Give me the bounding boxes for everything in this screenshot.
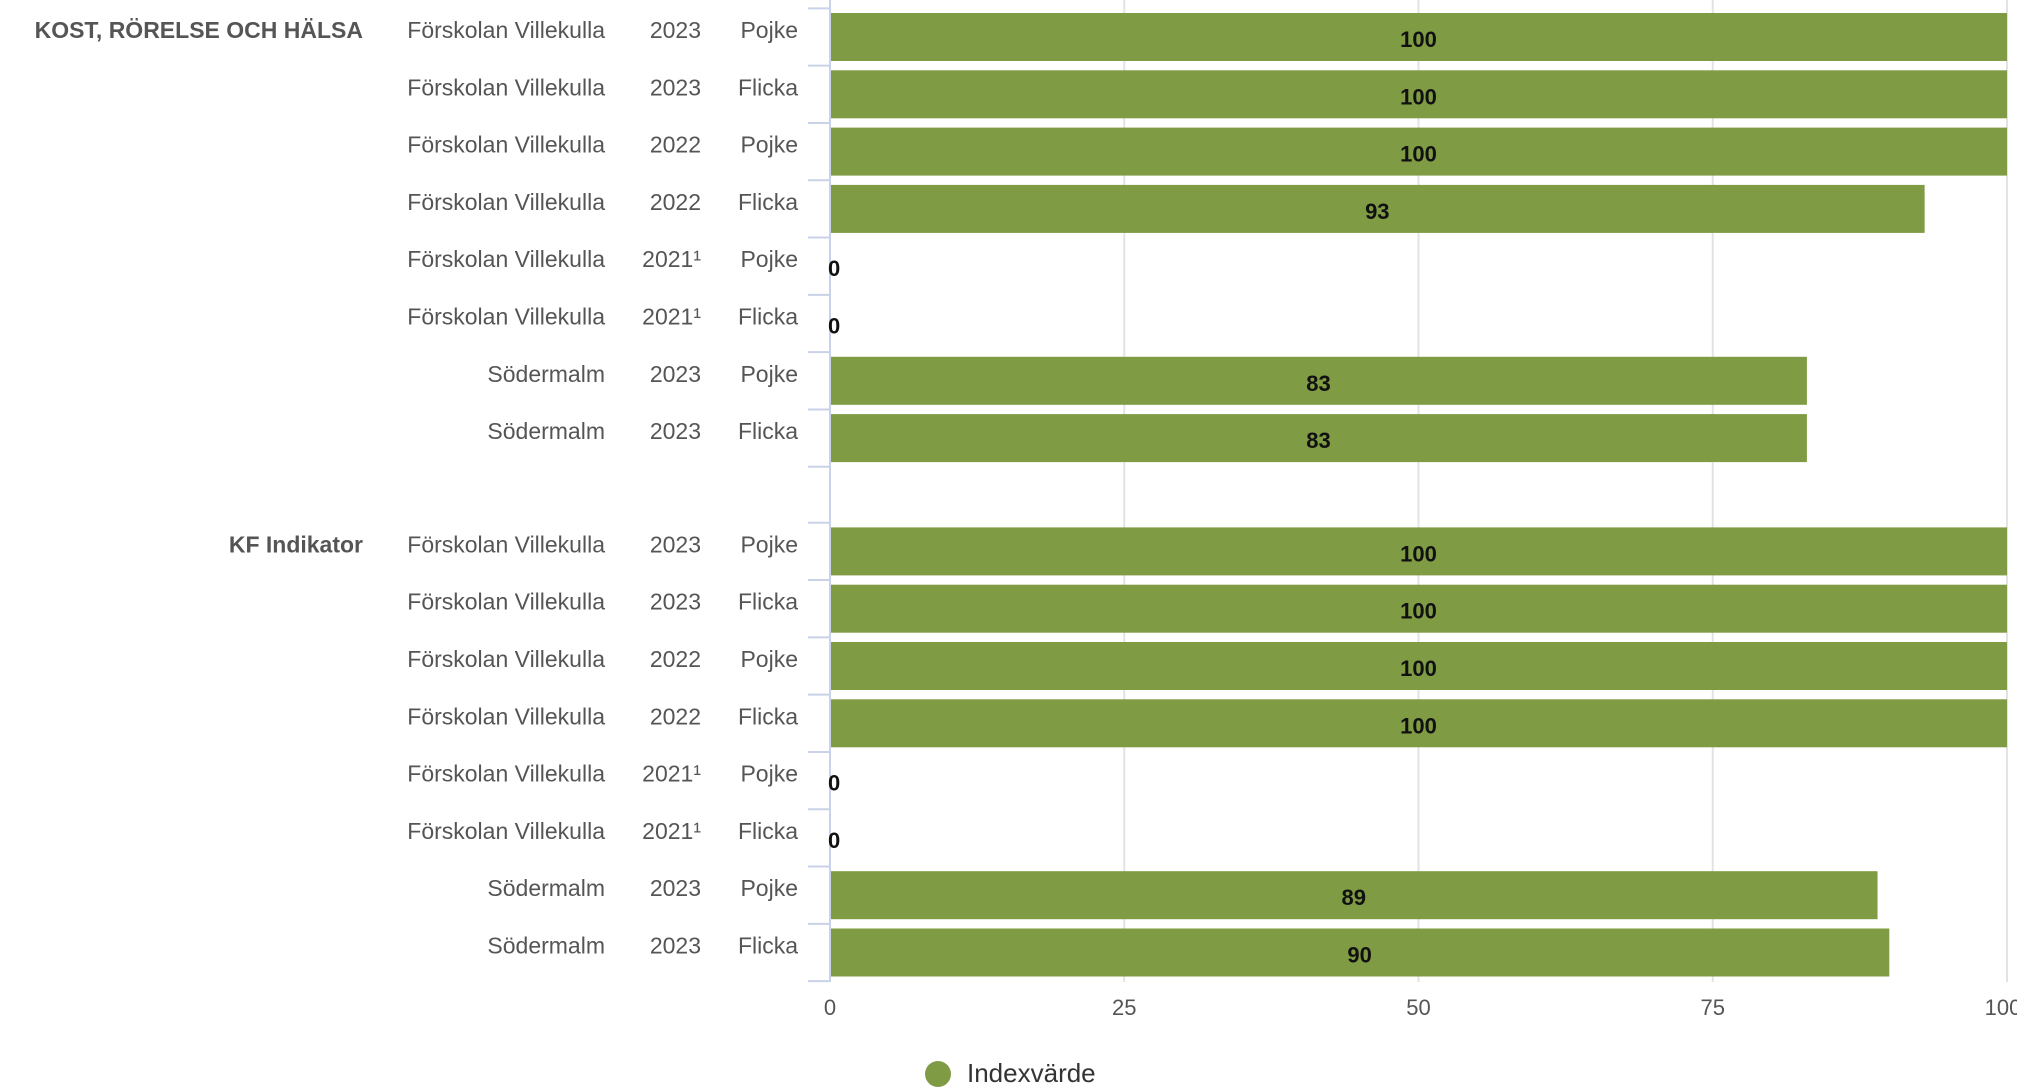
category-gender-label: Flicka [738, 933, 798, 959]
category-gender-label: Flicka [738, 818, 798, 844]
category-year-label: 2022 [650, 132, 701, 158]
category-year-label: 2021¹ [642, 304, 701, 330]
x-axis: 0 25 50 75 100 [824, 995, 2017, 1020]
category-unit-label: Förskolan Villekulla [407, 761, 605, 787]
data-label: 100 [1400, 713, 1437, 738]
category-unit-label: Södermalm [487, 361, 605, 387]
category-gender-label: Pojke [740, 761, 798, 787]
category-year-label: 2021¹ [642, 246, 701, 272]
category-year-label: 2021¹ [642, 818, 701, 844]
x-tick-label: 75 [1701, 995, 1725, 1020]
group-label: KOST, RÖRELSE OCH HÄLSA [35, 17, 363, 43]
bar [831, 70, 2007, 119]
bar [831, 642, 2007, 690]
category-unit-label: Förskolan Villekulla [407, 189, 605, 215]
category-gender-label: Flicka [738, 189, 798, 215]
category-unit-label: Förskolan Villekulla [407, 17, 605, 43]
category-year-label: 2022 [650, 189, 701, 215]
data-label: 100 [1400, 84, 1437, 109]
legend-marker-icon [925, 1060, 951, 1087]
data-label: 100 [1400, 541, 1437, 566]
data-label: 100 [1400, 656, 1437, 681]
data-label: 90 [1347, 943, 1371, 968]
category-year-label: 2023 [650, 875, 701, 901]
bar [831, 13, 2007, 61]
data-labels: 100 100 100 93 0 0 83 83 100 100 100 100 0 0 89 90 [828, 27, 1437, 968]
category-year-label: 2021¹ [642, 761, 701, 787]
data-label: 83 [1306, 371, 1330, 396]
category-year-label: 2023 [650, 361, 701, 387]
x-tick-label: 0 [824, 995, 836, 1020]
category-year-label: 2023 [650, 74, 701, 100]
category-unit-label: Förskolan Villekulla [407, 531, 605, 557]
category-gender-label: Flicka [738, 74, 798, 100]
category-unit-label: Förskolan Villekulla [407, 74, 605, 100]
data-label: 100 [1400, 27, 1437, 52]
category-unit-label: Förskolan Villekulla [407, 703, 605, 729]
category-gender-label: Pojke [740, 246, 798, 272]
bars [831, 13, 2007, 977]
category-unit-label: Förskolan Villekulla [407, 246, 605, 272]
data-label: 100 [1400, 599, 1437, 624]
category-unit-label: Södermalm [487, 875, 605, 901]
category-gender-label: Flicka [738, 703, 798, 729]
category-year-label: 2023 [650, 17, 701, 43]
category-unit-label: Förskolan Villekulla [407, 818, 605, 844]
category-unit-label: Förskolan Villekulla [407, 304, 605, 330]
data-label: 93 [1365, 199, 1389, 224]
category-unit-label: Södermalm [487, 418, 605, 444]
bar [831, 584, 2007, 633]
category-gender-label: Pojke [740, 132, 798, 158]
data-label: 89 [1342, 885, 1366, 910]
category-gender-label: Flicka [738, 589, 798, 615]
data-label: 100 [1400, 142, 1437, 167]
category-gender-label: Flicka [738, 418, 798, 444]
category-year-label: 2023 [650, 589, 701, 615]
data-label: 0 [828, 771, 840, 796]
bar [831, 127, 2007, 176]
category-year-label: 2023 [650, 531, 701, 557]
legend[interactable]: Indexvärde [925, 1058, 1096, 1089]
category-year-label: 2023 [650, 418, 701, 444]
x-tick-label: 50 [1406, 995, 1430, 1020]
bar [831, 527, 2007, 576]
category-gender-label: Pojke [740, 875, 798, 901]
category-year-label: 2022 [650, 646, 701, 672]
category-unit-label: Förskolan Villekulla [407, 132, 605, 158]
legend-label: Indexvärde [967, 1058, 1096, 1088]
group-label: KF Indikator [229, 531, 363, 557]
category-unit-label: Förskolan Villekulla [407, 646, 605, 672]
x-tick-label: 100 [1985, 995, 2017, 1020]
x-tick-label: 25 [1112, 995, 1136, 1020]
category-gender-label: Pojke [740, 17, 798, 43]
bar [831, 356, 1807, 405]
bar [831, 184, 1925, 233]
category-unit-label: Förskolan Villekulla [407, 589, 605, 615]
bar [831, 414, 1807, 463]
y-axis [808, 0, 831, 983]
data-label: 0 [828, 314, 840, 339]
category-gender-label: Flicka [738, 304, 798, 330]
bar [831, 871, 1878, 920]
bar [831, 699, 2007, 748]
data-label: 83 [1306, 428, 1330, 453]
category-gender-label: Pojke [740, 646, 798, 672]
category-year-label: 2022 [650, 703, 701, 729]
category-year-label: 2023 [650, 933, 701, 959]
category-gender-label: Pojke [740, 531, 798, 557]
data-label: 0 [828, 256, 840, 281]
bar [831, 928, 1890, 977]
data-label: 0 [828, 828, 840, 853]
category-labels: Förskolan Villekulla 2023 Pojke KOST, RÖREL… [35, 17, 799, 959]
category-unit-label: Södermalm [487, 933, 605, 959]
category-gender-label: Pojke [740, 361, 798, 387]
